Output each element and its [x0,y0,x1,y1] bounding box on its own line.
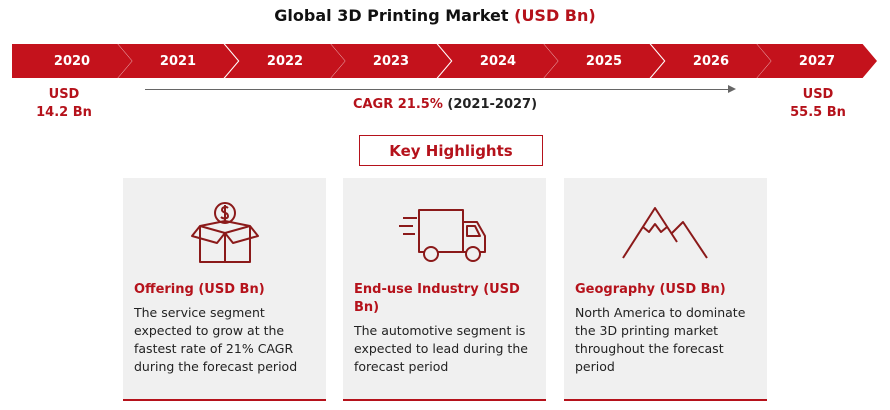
delivery-truck-icon [398,209,486,262]
timeline-year-2023: 2023 [331,44,451,78]
title-accent: (USD Bn) [514,6,596,25]
timeline-year-2027: 2027 [757,44,877,78]
start-value-amount: 14.2 Bn [36,105,92,120]
timeline-year-2024: 2024 [438,44,558,78]
card-text: The service segment expected to grow at … [134,305,298,374]
timeline-year-2020: 2020 [12,44,132,78]
money-box-icon [190,202,259,263]
title-main: Global 3D Printing Market [274,6,509,25]
highlight-card-offering: Offering (USD Bn) The service segment ex… [123,178,326,401]
arrow-right-icon [728,85,736,93]
start-value-unit: USD [48,87,80,102]
card-title: Geography (USD Bn) [575,282,726,297]
end-value-unit: USD [802,87,834,102]
cagr-arrow-line [145,89,730,90]
highlight-card-end-use-industry: End-use Industry (USD Bn) The automotive… [343,178,546,401]
end-value: USD 55.5 Bn [768,86,868,122]
cagr-label: CAGR 21.5% [352,97,443,112]
card-text: The automotive segment is expected to le… [354,323,528,374]
page-title: Global 3D Printing Market (USD Bn) [0,6,870,25]
year-timeline: 2020 2021 2022 2023 2024 2025 2026 2027 [12,44,878,78]
timeline-year-2025: 2025 [544,44,664,78]
highlight-card-geography: Geography (USD Bn) North America to domi… [564,178,767,401]
card-title: Offering (USD Bn) [134,282,265,297]
timeline-year-2022: 2022 [225,44,345,78]
timeline-year-2026: 2026 [651,44,771,78]
cagr-text: CAGR 21.5% (2021-2027) [0,97,890,112]
start-value: USD 14.2 Bn [14,86,114,122]
mountain-icon [621,207,708,259]
timeline-year-2021: 2021 [118,44,238,78]
cagr-period: (2021-2027) [447,97,538,112]
key-highlights-heading: Key Highlights [359,135,543,166]
card-title: End-use Industry (USD Bn) [354,282,520,315]
card-text: North America to dominate the 3D printin… [575,305,746,374]
end-value-amount: 55.5 Bn [790,105,846,120]
